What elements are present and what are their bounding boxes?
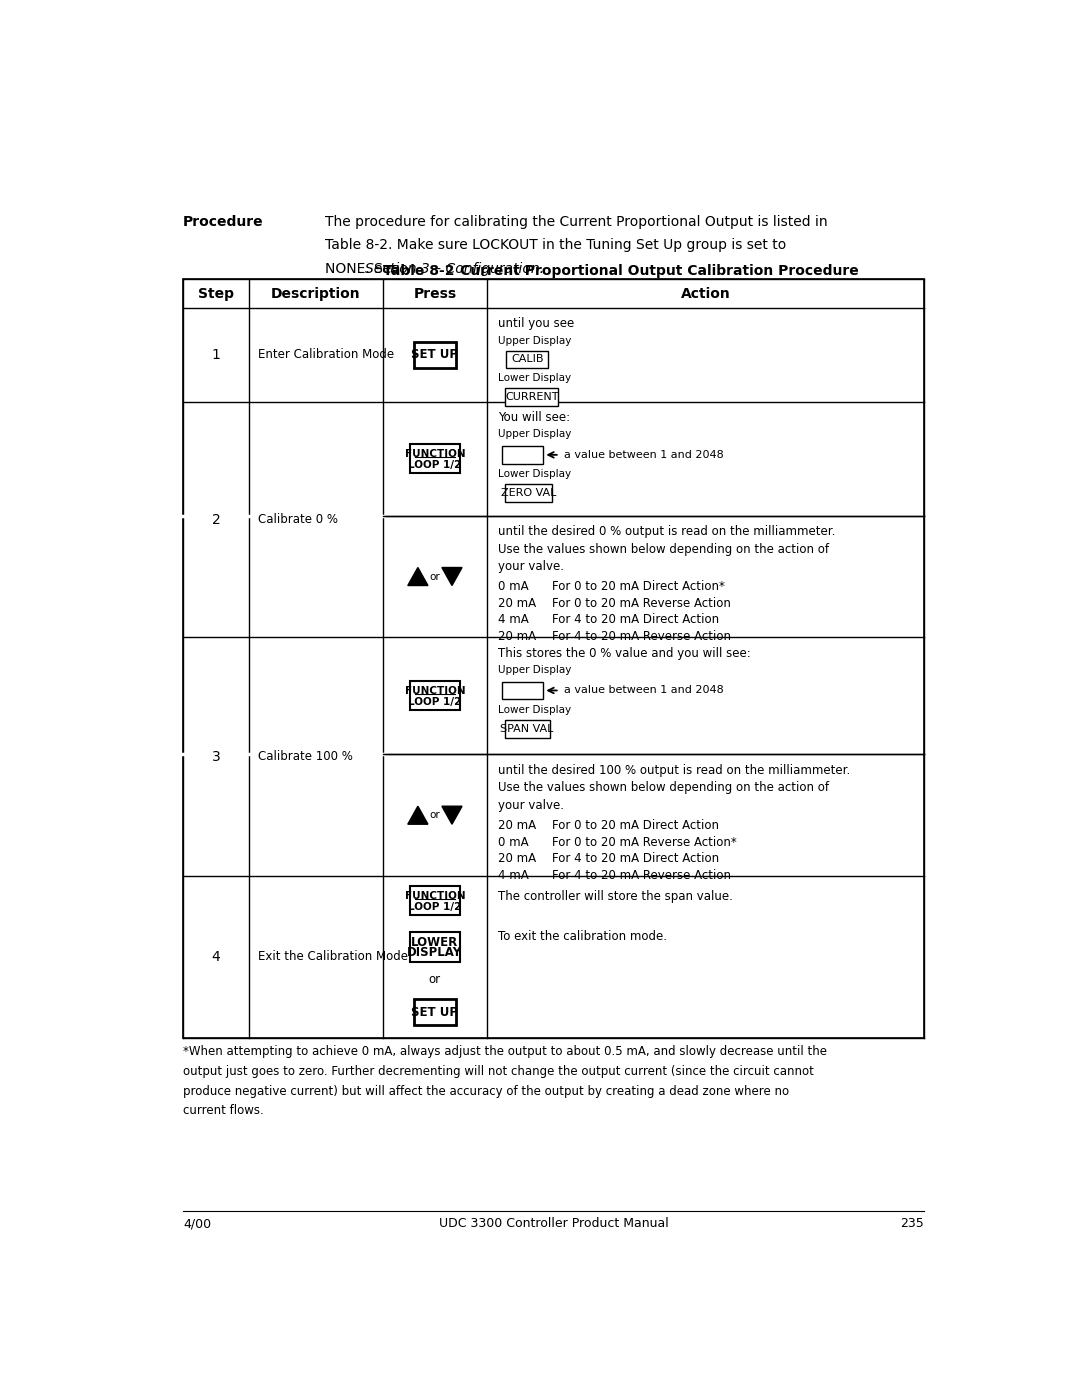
Text: To exit the calibration mode.: To exit the calibration mode. [498, 930, 666, 943]
Text: 4 mA: 4 mA [498, 869, 528, 882]
Text: 4: 4 [212, 950, 220, 964]
Text: 20 mA: 20 mA [498, 852, 536, 865]
Text: Lower Display: Lower Display [498, 469, 571, 479]
Text: 235: 235 [901, 1217, 924, 1231]
Text: or: or [429, 974, 441, 986]
Text: your valve.: your valve. [498, 799, 564, 812]
Text: 0 mA: 0 mA [498, 580, 528, 594]
Text: SET UP: SET UP [411, 348, 458, 362]
Text: 4 mA: 4 mA [498, 613, 528, 626]
Text: until you see: until you see [498, 317, 573, 330]
Text: output just goes to zero. Further decrementing will not change the output curren: output just goes to zero. Further decrem… [183, 1065, 814, 1078]
Text: LOOP 1/2: LOOP 1/2 [408, 460, 461, 469]
Text: 20 mA: 20 mA [498, 630, 536, 643]
Text: For 4 to 20 mA Direct Action: For 4 to 20 mA Direct Action [552, 613, 719, 626]
Polygon shape [442, 567, 462, 585]
Text: Upper Display: Upper Display [498, 335, 571, 345]
Text: For 4 to 20 mA Reverse Action: For 4 to 20 mA Reverse Action [552, 630, 731, 643]
Text: your valve.: your valve. [498, 560, 564, 573]
Text: Step: Step [198, 286, 234, 300]
Bar [409, 682, 460, 711]
Text: 20 mA: 20 mA [498, 597, 536, 610]
Text: a value between 1 and 2048: a value between 1 and 2048 [565, 450, 724, 460]
Text: ZERO VAL: ZERO VAL [501, 489, 556, 499]
Text: until the desired 0 % output is read on the milliammeter.: until the desired 0 % output is read on … [498, 525, 835, 538]
Text: This stores the 0 % value and you will see:: This stores the 0 % value and you will s… [498, 647, 751, 659]
Text: Enter Calibration Mode: Enter Calibration Mode [258, 348, 394, 362]
Text: Action: Action [680, 286, 730, 300]
Text: FUNCTION: FUNCTION [405, 448, 465, 460]
Text: You will see:: You will see: [498, 411, 570, 423]
Text: a value between 1 and 2048: a value between 1 and 2048 [565, 686, 724, 696]
Bar [409, 444, 460, 474]
Text: Procedure: Procedure [183, 215, 264, 229]
Text: LOOP 1/2: LOOP 1/2 [408, 697, 461, 707]
Text: Use the values shown below depending on the action of: Use the values shown below depending on … [498, 781, 828, 795]
Bar [504, 719, 550, 738]
Text: For 0 to 20 mA Direct Action: For 0 to 20 mA Direct Action [552, 819, 719, 833]
Text: FUNCTION: FUNCTION [405, 891, 465, 901]
Text: SET UP: SET UP [411, 1006, 458, 1018]
Bar [409, 886, 460, 915]
Polygon shape [408, 567, 428, 585]
Text: Current Proportional Output Calibration Procedure: Current Proportional Output Calibration … [460, 264, 860, 278]
Text: The controller will store the span value.: The controller will store the span value… [498, 890, 732, 902]
Text: LOWER: LOWER [411, 936, 459, 949]
Text: Table 8-2. Make sure LOCKOUT in the Tuning Set Up group is set to: Table 8-2. Make sure LOCKOUT in the Tuni… [325, 239, 786, 253]
Text: Description: Description [271, 286, 361, 300]
Text: or: or [430, 571, 441, 581]
Bar [414, 342, 456, 367]
Bar [505, 351, 549, 369]
Text: The procedure for calibrating the Current Proportional Output is listed in: The procedure for calibrating the Curren… [325, 215, 827, 229]
Text: Section 3 – Configuration.: Section 3 – Configuration. [365, 261, 544, 275]
Text: current flows.: current flows. [183, 1105, 264, 1118]
Text: 0 mA: 0 mA [498, 835, 528, 848]
Text: 2: 2 [212, 513, 220, 527]
Text: Lower Display: Lower Display [498, 373, 571, 383]
Text: For 0 to 20 mA Reverse Action*: For 0 to 20 mA Reverse Action* [552, 835, 737, 848]
Text: until the desired 100 % output is read on the milliammeter.: until the desired 100 % output is read o… [498, 764, 850, 777]
Polygon shape [408, 806, 428, 824]
Text: Lower Display: Lower Display [498, 705, 571, 715]
Text: Exit the Calibration Mode: Exit the Calibration Mode [258, 950, 408, 964]
Polygon shape [442, 806, 462, 824]
Text: FUNCTION: FUNCTION [405, 686, 465, 696]
Bar [409, 932, 460, 961]
Text: Upper Display: Upper Display [498, 665, 571, 675]
Text: LOOP 1/2: LOOP 1/2 [408, 901, 461, 911]
Text: SPAN VAL: SPAN VAL [500, 724, 554, 733]
Text: *When attempting to achieve 0 mA, always adjust the output to about 0.5 mA, and : *When attempting to achieve 0 mA, always… [183, 1045, 827, 1059]
Bar [414, 999, 456, 1025]
Text: For 4 to 20 mA Reverse Action: For 4 to 20 mA Reverse Action [552, 869, 731, 882]
Text: Upper Display: Upper Display [498, 429, 571, 440]
Text: produce negative current) but will affect the accuracy of the output by creating: produce negative current) but will affec… [183, 1084, 789, 1098]
Bar [183, 279, 924, 1038]
Text: Calibrate 100 %: Calibrate 100 % [258, 750, 353, 763]
Text: For 0 to 20 mA Reverse Action: For 0 to 20 mA Reverse Action [552, 597, 731, 610]
Text: Press: Press [414, 286, 457, 300]
Text: CALIB: CALIB [511, 355, 543, 365]
Text: For 0 to 20 mA Direct Action*: For 0 to 20 mA Direct Action* [552, 580, 725, 594]
Text: CURRENT: CURRENT [505, 393, 558, 402]
Text: Table 8-2: Table 8-2 [383, 264, 455, 278]
Text: Use the values shown below depending on the action of: Use the values shown below depending on … [498, 542, 828, 556]
Text: UDC 3300 Controller Product Manual: UDC 3300 Controller Product Manual [438, 1217, 669, 1231]
Text: 20 mA: 20 mA [498, 819, 536, 833]
Text: Calibrate 0 %: Calibrate 0 % [258, 513, 338, 527]
Text: or: or [430, 810, 441, 820]
Bar [502, 682, 542, 700]
Text: 1: 1 [212, 348, 220, 362]
Text: DISPLAY: DISPLAY [407, 946, 462, 960]
Text: 3: 3 [212, 750, 220, 764]
Bar [502, 446, 542, 464]
Text: NONE. See: NONE. See [325, 261, 404, 275]
Text: 4/00: 4/00 [183, 1217, 212, 1231]
Bar [505, 485, 552, 502]
Text: For 4 to 20 mA Direct Action: For 4 to 20 mA Direct Action [552, 852, 719, 865]
Bar [505, 388, 558, 407]
